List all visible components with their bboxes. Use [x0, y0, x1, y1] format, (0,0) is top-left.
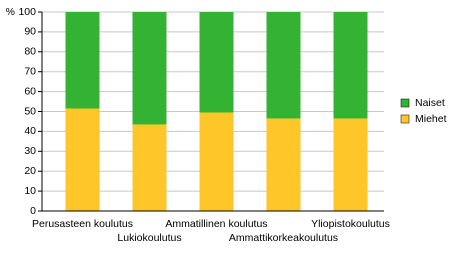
bar-segment	[199, 112, 234, 211]
y-tick-label: 60	[24, 85, 36, 97]
legend-label: Miehet	[415, 113, 447, 125]
bar-segment	[266, 118, 301, 211]
y-tick-label: 30	[24, 145, 36, 157]
y-tick-label: 10	[24, 185, 36, 197]
bar-segment	[132, 124, 167, 211]
legend-swatch	[400, 98, 410, 108]
x-tick-label: Ammatillinen koulutus	[165, 218, 267, 230]
legend-swatch	[400, 114, 410, 124]
bar-segment	[266, 12, 301, 119]
x-tick-label: Yliopistokoulutus	[311, 218, 390, 230]
bar-segment	[65, 12, 100, 109]
y-tick-label: 20	[24, 165, 36, 177]
y-tick-label: 70	[24, 65, 36, 77]
legend-label: Naiset	[415, 97, 445, 109]
y-tick-label: 80	[24, 46, 36, 58]
y-tick-label: 100	[18, 6, 36, 18]
bar-segment	[333, 118, 368, 211]
y-tick-label: 40	[24, 125, 36, 137]
bar-segment	[333, 12, 368, 119]
bar-segment	[65, 108, 100, 211]
y-tick-label: 50	[24, 105, 36, 117]
bar-segment	[199, 12, 234, 113]
x-tick-label: Perusasteen koulutus	[32, 218, 133, 230]
x-tick-label: Ammattikorkeakoulutus	[229, 232, 338, 244]
x-tick-label: Lukiokoulutus	[117, 232, 181, 244]
bar-segment	[132, 12, 167, 125]
y-tick-label: 0	[30, 205, 36, 217]
y-tick-label: 90	[24, 26, 36, 38]
y-axis-label: %	[6, 6, 15, 18]
